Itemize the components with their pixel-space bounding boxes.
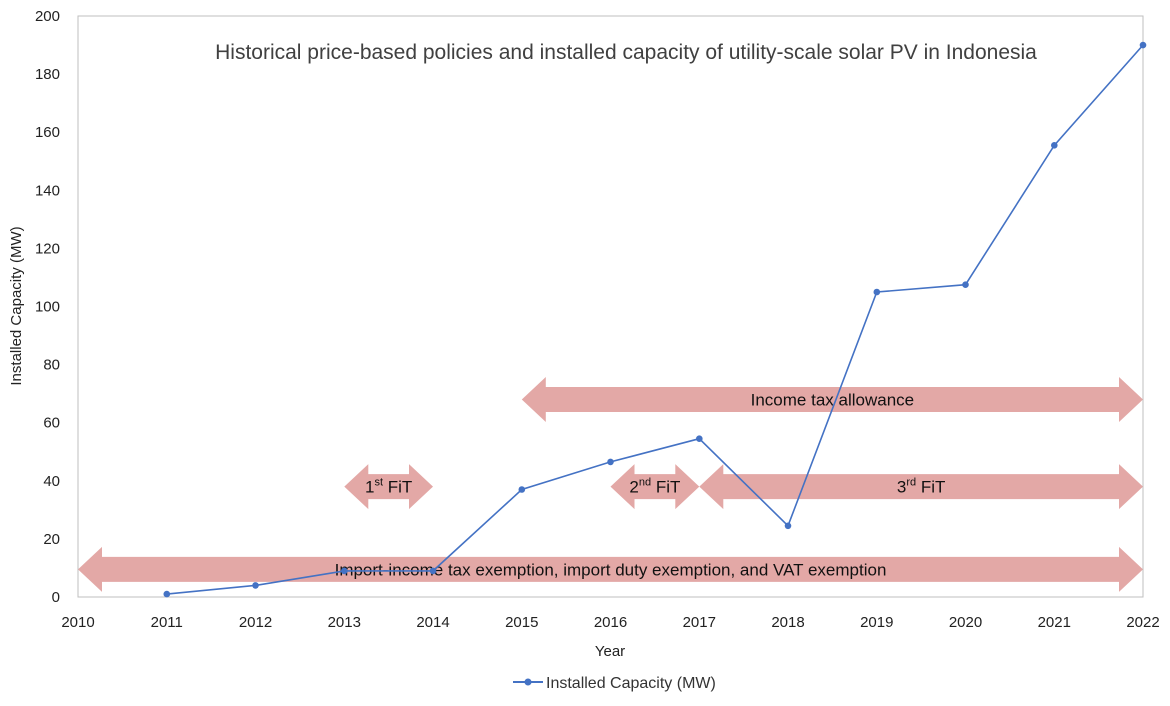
policy-arrow-label: 2nd FiT [629, 477, 680, 497]
chart-title: Historical price-based policies and inst… [215, 41, 1037, 64]
data-point [696, 435, 703, 443]
series-layer [163, 41, 1147, 598]
policy-arrow-label: Income tax allowance [751, 390, 914, 409]
x-tick-label: 2011 [151, 614, 183, 631]
x-tick-label: 2013 [328, 614, 361, 631]
data-point [962, 281, 969, 289]
series-line [166, 44, 1144, 595]
data-point [1139, 41, 1147, 49]
policy-arrow-label: 3rd FiT [897, 477, 946, 497]
y-tick-label: 140 [35, 182, 60, 199]
y-tick-label: 40 [43, 473, 60, 490]
data-point [341, 567, 348, 575]
axes-layer: 0 20 40 60 80 100 120 140 160 180 200 2010 2011 2012 2… [35, 8, 1160, 631]
x-tick-label: 2010 [61, 614, 94, 631]
y-tick-label: 80 [43, 357, 60, 374]
policy-arrow [699, 464, 1143, 510]
y-tick-label: 180 [35, 66, 60, 83]
plot-area-border [77, 15, 1144, 598]
data-point [163, 590, 171, 598]
x-tick-label: 2017 [683, 614, 716, 631]
policy-arrow-label: 1st FiT [365, 477, 412, 497]
policy-arrows-layer: Income tax allowance 1st FiT 2nd FiT 3rd Fi… [78, 377, 1143, 592]
x-tick-label: 2020 [949, 614, 982, 631]
data-point [429, 567, 437, 575]
data-point [784, 522, 792, 530]
legend-dot-marker [524, 678, 532, 686]
y-tick-label: 100 [35, 299, 60, 316]
y-tick-label: 120 [35, 240, 60, 257]
policy-arrow [78, 546, 1143, 592]
y-axis-title: Installed Capacity (MW) [8, 226, 25, 385]
x-tick-label: 2012 [239, 614, 272, 631]
legend-label: Installed Capacity (MW) [546, 675, 716, 692]
x-tick-label: 2014 [416, 614, 449, 631]
data-point [873, 288, 881, 296]
data-point [1051, 142, 1058, 149]
policy-arrow [344, 464, 433, 510]
x-tick-label: 2018 [771, 614, 804, 631]
y-tick-label: 60 [43, 415, 60, 432]
data-point [252, 582, 259, 589]
y-tick-label: 200 [35, 8, 60, 25]
x-tick-label: 2022 [1126, 614, 1159, 631]
policy-arrow [610, 464, 700, 510]
x-tick-label: 2016 [594, 614, 627, 631]
legend: Installed Capacity (MW) [513, 675, 716, 692]
y-tick-label: 20 [43, 531, 60, 548]
data-point [518, 486, 526, 493]
x-tick-label: 2019 [860, 614, 893, 631]
y-tick-label: 160 [35, 124, 60, 141]
data-point [607, 458, 614, 466]
x-tick-label: 2021 [1038, 614, 1071, 631]
policy-arrow-label: Import-income tax exemption, import duty… [335, 560, 887, 579]
x-tick-label: 2015 [505, 614, 538, 631]
y-tick-label: 0 [52, 589, 60, 606]
x-axis-title: Year [595, 643, 625, 660]
policy-arrow [521, 377, 1143, 422]
